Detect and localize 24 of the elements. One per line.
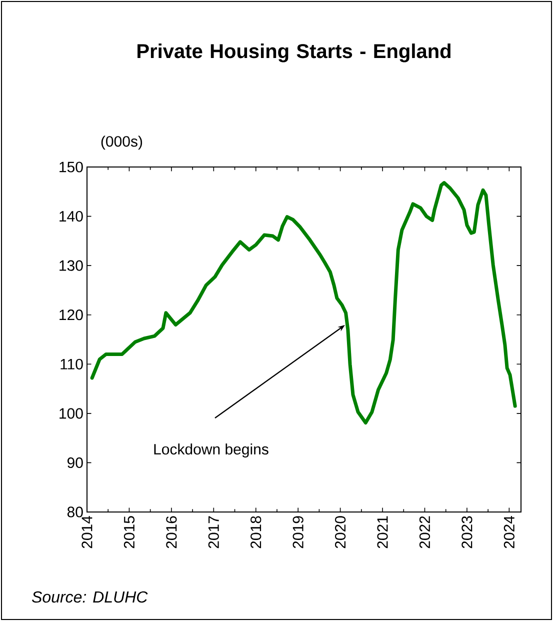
x-tick-label: 2019 (292, 516, 304, 548)
y-tick-label: 130 (60, 260, 83, 271)
y-tick-label: 80 (67, 506, 83, 518)
annotation: Lockdown begins (154, 444, 268, 458)
chart-title: Private Housing Starts - England (138, 44, 450, 62)
x-tick-label: 2018 (250, 516, 262, 548)
x-tick-label: 2015 (124, 516, 135, 548)
x-tick-label: 2017 (208, 516, 219, 548)
y-tick-label: 110 (60, 358, 83, 370)
x-tick-label: 2022 (419, 516, 430, 548)
x-tick-label: 2016 (166, 516, 177, 548)
source-note: Source: DLUHC (32, 591, 148, 603)
y-tick-label: 150 (60, 162, 83, 172)
x-tick-label: 2014 (82, 516, 92, 548)
y-tick-label: 100 (60, 408, 83, 419)
y-axis-title: (000s) (101, 136, 142, 150)
y-tick-label: 140 (60, 210, 83, 222)
x-tick-label: 2024 (504, 516, 514, 548)
x-tick-label: 2021 (377, 516, 388, 548)
y-tick-label: 90 (67, 457, 83, 468)
line-series (90, 181, 517, 425)
x-tick-label: 2023 (462, 516, 472, 548)
y-tick-label: 120 (60, 310, 83, 320)
x-tick-label: 2020 (334, 516, 346, 548)
